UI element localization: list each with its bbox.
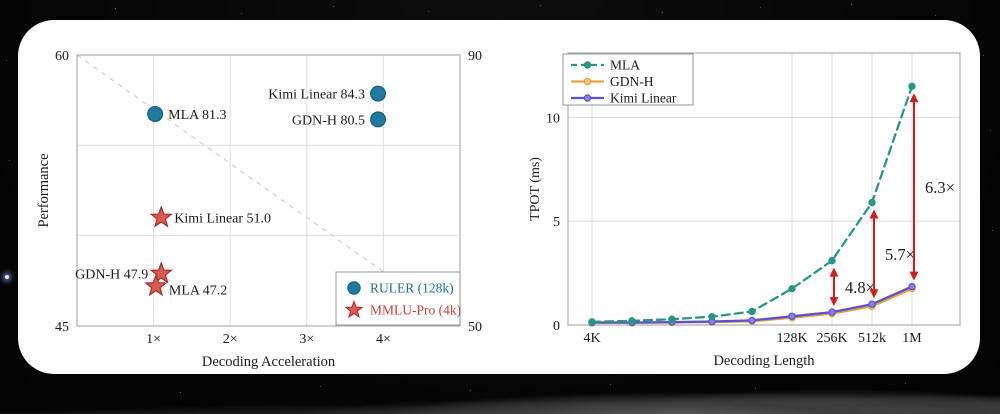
x-tick-label: 1M	[902, 331, 922, 346]
x-tick-label: 1×	[146, 332, 161, 347]
y-tick-label: 5	[553, 215, 560, 230]
series-marker	[748, 316, 756, 325]
scatter-point: MLA 81.3	[147, 105, 226, 123]
point-label: Kimi Linear 51.0	[174, 212, 271, 227]
circle-marker	[370, 111, 387, 128]
arrow-head-up	[909, 93, 919, 103]
series-marker	[628, 317, 636, 325]
scatter-point: MLA 47.2	[144, 273, 227, 298]
legend-marker	[583, 61, 592, 69]
left-plot-frame	[76, 54, 461, 327]
legend-label: MLA	[610, 58, 640, 73]
speedup-label: 6.3×	[925, 178, 955, 197]
series-marker	[908, 282, 916, 291]
speedup-label: 4.8×	[845, 278, 875, 297]
speedup-label: 5.7×	[885, 245, 915, 264]
series-marker	[868, 300, 876, 308]
series-marker	[868, 198, 876, 207]
circle-marker	[147, 105, 164, 122]
circle-marker	[370, 85, 387, 102]
x-tick-label: 4×	[376, 332, 391, 347]
x-tick-label: 4K	[583, 331, 600, 346]
series-marker	[708, 312, 716, 321]
series-marker	[828, 256, 836, 265]
y-right-tick-label: 50	[468, 320, 482, 335]
series-marker	[588, 318, 596, 326]
legend-marker	[583, 94, 592, 102]
x-tick-label: 2×	[223, 332, 238, 347]
point-label: Kimi Linear 84.3	[268, 88, 365, 103]
arrow-head-up	[829, 267, 839, 277]
scatter-point: GDN-H 80.5	[292, 111, 387, 128]
series-marker	[788, 312, 796, 320]
left-legend: RULER (128k) MMLU-Pro (4k)	[335, 271, 461, 326]
series-marker	[748, 307, 756, 316]
arrow-head-up	[869, 209, 879, 219]
arrow-head-down	[829, 297, 839, 307]
legend-label: GDN-H	[610, 74, 654, 89]
y-right-tick-label: 90	[468, 49, 482, 64]
right-plot-frame	[567, 52, 961, 326]
arrow-head-down	[909, 271, 919, 281]
series-marker	[908, 82, 916, 90]
legend-marker	[583, 77, 592, 86]
legend-circle-marker	[347, 281, 361, 295]
star-marker	[149, 205, 173, 228]
y-left-tick-label: 60	[55, 49, 69, 64]
scatter-point: GDN-H 47.9	[75, 261, 173, 284]
legend-label: Kimi Linear	[610, 91, 677, 106]
scatter-point: Kimi Linear 51.0	[149, 205, 271, 228]
legend-box	[335, 271, 461, 326]
x-axis-title: Decoding Acceleration	[202, 354, 336, 370]
point-label: MLA 47.2	[169, 283, 227, 298]
left-chart: 1× 2× 3× 4× 60 45 90 50 Decoding Acceleration Per…	[36, 49, 482, 370]
x-tick-label: 3×	[299, 332, 314, 347]
bright-star	[5, 275, 9, 279]
point-label: GDN-H 47.9	[75, 268, 148, 283]
x-axis-title: Decoding Length	[713, 353, 815, 369]
scatter-point: Kimi Linear 84.3	[268, 85, 387, 103]
speedup-arrow	[909, 93, 919, 281]
legend-label: RULER (128k)	[370, 281, 454, 296]
series-mla	[588, 82, 916, 326]
speedup-annotations: 4.8× 5.7× 6.3×	[829, 93, 955, 307]
figure-card: 1× 2× 3× 4× 60 45 90 50 Decoding Acceleration Per…	[18, 20, 980, 374]
right-chart: 4K 128K 256K 512k 1M 0 5 10 Decoding Length TPOT …	[528, 52, 961, 369]
series-marker	[828, 308, 836, 316]
moon-surface	[0, 388, 1000, 414]
series-marker	[788, 284, 796, 293]
legend-label: MMLU-Pro (4k)	[370, 303, 461, 318]
star-marker	[144, 273, 168, 297]
x-tick-label: 256K	[816, 331, 847, 346]
point-label: GDN-H 80.5	[292, 113, 365, 128]
series-marker	[668, 315, 676, 323]
x-tick-label: 128K	[776, 331, 807, 346]
speedup-arrow	[869, 209, 879, 299]
y-left-tick-label: 45	[55, 320, 69, 335]
speedup-arrow	[829, 267, 839, 307]
y-axis-title: Performance	[36, 153, 52, 227]
y-axis-title: TPOT (ms)	[528, 157, 543, 221]
y-tick-label: 0	[553, 319, 560, 334]
point-label: MLA 81.3	[168, 108, 226, 123]
star-marker	[149, 261, 173, 284]
x-tick-label: 512k	[858, 331, 886, 346]
legend-star-marker	[344, 299, 364, 319]
y-tick-label: 10	[546, 111, 560, 126]
background-stars	[0, 0, 1, 1]
arrow-head-down	[869, 289, 879, 299]
